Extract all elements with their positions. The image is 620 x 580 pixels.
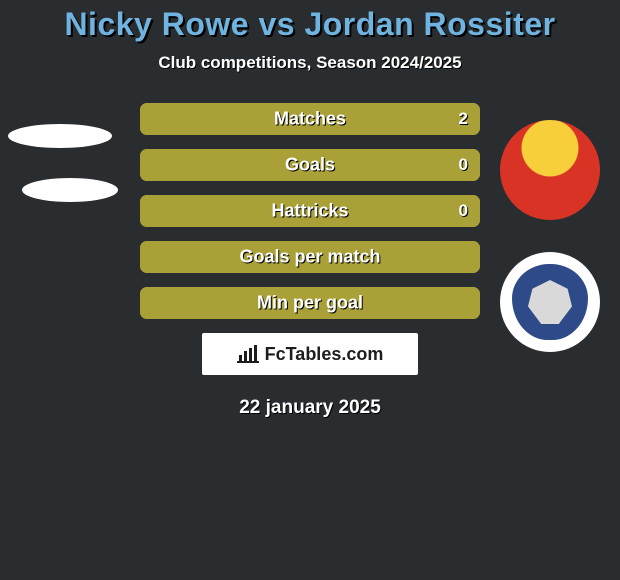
stats-area: Matches2Goals0Hattricks0Goals per matchM… (0, 103, 620, 319)
stat-bar: Matches2 (140, 103, 480, 135)
stat-bar: Min per goal (140, 287, 480, 319)
stat-label: Goals per match (140, 247, 480, 268)
stat-bar: Hattricks0 (140, 195, 480, 227)
bar-chart-icon (237, 345, 259, 363)
stat-label: Hattricks (140, 201, 480, 222)
brand-badge: FcTables.com (202, 333, 418, 375)
stat-label: Goals (140, 155, 480, 176)
comparison-card: Nicky Rowe vs Jordan Rossiter Club compe… (0, 0, 620, 580)
page-title: Nicky Rowe vs Jordan Rossiter (0, 6, 620, 43)
stat-label: Min per goal (140, 293, 480, 314)
stat-value-right: 0 (447, 149, 480, 181)
stat-value-right: 2 (447, 103, 480, 135)
stat-bar: Goals per match (140, 241, 480, 273)
stat-value-right: 0 (447, 195, 480, 227)
brand-text: FcTables.com (265, 344, 384, 365)
stat-bar: Goals0 (140, 149, 480, 181)
stat-bars: Matches2Goals0Hattricks0Goals per matchM… (140, 103, 480, 319)
subtitle: Club competitions, Season 2024/2025 (0, 53, 620, 73)
stat-label: Matches (140, 109, 480, 130)
date-caption: 22 january 2025 (0, 397, 620, 419)
